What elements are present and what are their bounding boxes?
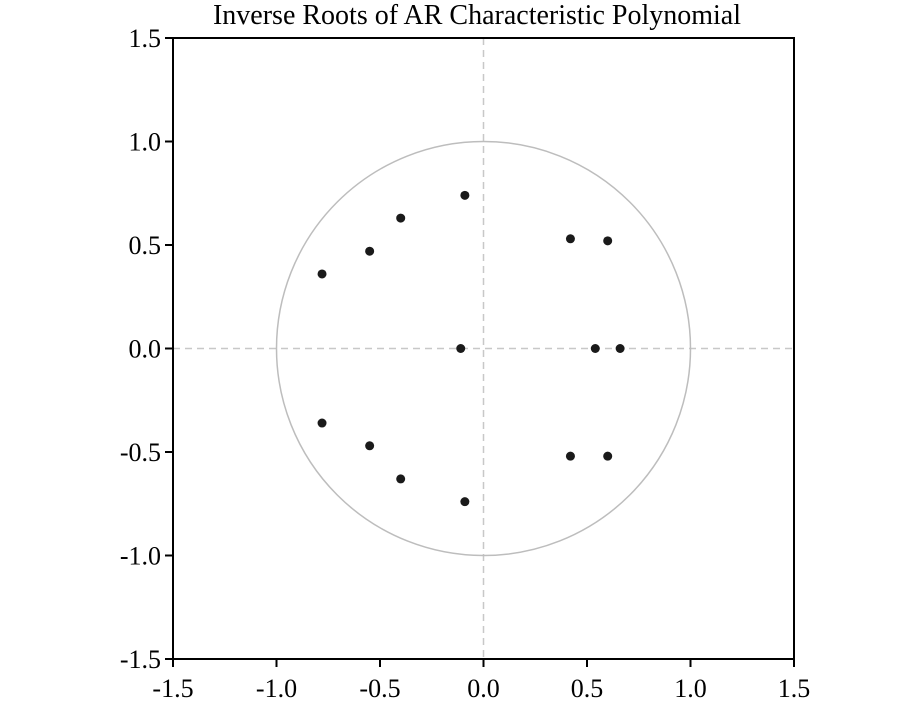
y-tick-label: 0.5: [129, 231, 162, 260]
data-point: [365, 441, 375, 451]
y-tick-label: 1.5: [129, 24, 162, 53]
data-point: [615, 344, 625, 353]
x-tick-label: 1.0: [674, 674, 707, 701]
x-tick-label: -1.0: [256, 674, 297, 701]
y-axis: 1.5 1.0 0.5 0.0 -0.5 -1.0 -1.5: [120, 24, 173, 674]
y-tick-label: -1.5: [120, 645, 161, 674]
data-point: [456, 344, 466, 353]
data-point: [317, 269, 327, 279]
chart-title: Inverse Roots of AR Characteristic Polyn…: [213, 0, 741, 31]
x-tick-label: -1.5: [152, 674, 193, 701]
y-tick-label: -0.5: [120, 438, 161, 467]
x-tick-label: -0.5: [359, 674, 400, 701]
data-points: [317, 190, 625, 507]
plot-frame: [172, 37, 795, 660]
data-point: [590, 344, 600, 353]
y-tick-label: 1.0: [129, 128, 162, 157]
data-point: [317, 418, 327, 428]
data-point: [460, 497, 470, 507]
y-tick-label: 0.0: [129, 335, 162, 364]
data-point: [603, 451, 613, 461]
data-point: [396, 474, 406, 484]
data-point: [565, 451, 575, 461]
data-point: [460, 190, 470, 200]
data-point: [396, 213, 406, 223]
x-tick-label: 1.5: [778, 674, 811, 701]
reference-lines: [173, 38, 794, 659]
data-point: [565, 234, 575, 244]
unit-circle-layer: [275, 140, 692, 557]
y-tick-label: -1.0: [120, 542, 161, 571]
x-tick-label: 0.5: [571, 674, 604, 701]
x-axis: -1.5 -1.0 -0.5 0.0 0.5 1.0 1.5: [152, 659, 810, 701]
x-tick-label: 0.0: [467, 674, 500, 701]
unit-circle: [275, 140, 692, 557]
data-point: [365, 246, 375, 256]
data-point: [603, 236, 613, 246]
